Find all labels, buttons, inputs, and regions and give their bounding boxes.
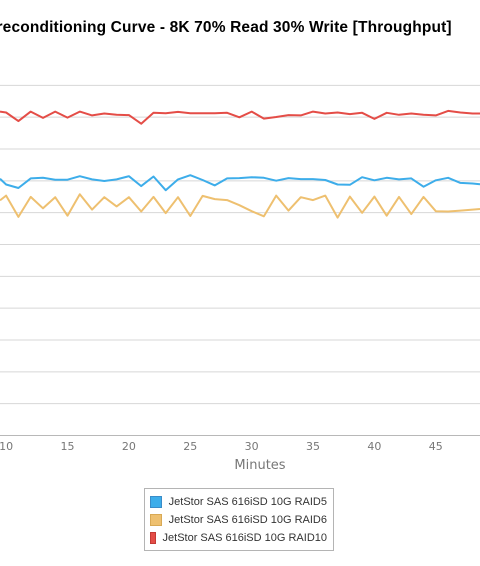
legend-item-raid6[interactable]: JetStor SAS 616iSD 10G RAID6 <box>150 511 327 529</box>
grid-lines <box>0 84 480 436</box>
series-lines <box>0 109 480 219</box>
x-tick-label: 40 <box>367 440 381 453</box>
chart-title: Preconditioning Curve - 8K 70% Read 30% … <box>0 19 452 36</box>
legend-swatch-raid10 <box>150 532 156 544</box>
legend-label-raid6: JetStor SAS 616iSD 10G RAID6 <box>168 514 327 526</box>
x-tick-label: 25 <box>183 440 197 453</box>
legend-item-raid5[interactable]: JetStor SAS 616iSD 10G RAID5 <box>150 493 327 511</box>
series-line-raid10 <box>0 109 480 125</box>
x-tick-label: 35 <box>306 440 320 453</box>
series-line-raid6 <box>0 193 480 219</box>
legend: JetStor SAS 616iSD 10G RAID5 JetStor SAS… <box>144 488 334 551</box>
legend-swatch-raid6 <box>150 514 162 526</box>
x-tick-labels: 10 15 20 25 30 35 40 45 <box>0 440 443 453</box>
x-tick-label: 10 <box>0 440 13 453</box>
x-tick-label: 15 <box>61 440 75 453</box>
legend-item-raid10[interactable]: JetStor SAS 616iSD 10G RAID10 <box>150 529 327 547</box>
x-tick-label: 45 <box>429 440 443 453</box>
x-tick-label: 30 <box>245 440 259 453</box>
legend-label-raid5: JetStor SAS 616iSD 10G RAID5 <box>168 496 327 508</box>
legend-swatch-raid5 <box>150 496 162 508</box>
series-line-raid5 <box>0 174 480 192</box>
legend-label-raid10: JetStor SAS 616iSD 10G RAID10 <box>162 532 327 544</box>
x-axis-label: Minutes <box>234 458 286 473</box>
x-tick-label: 20 <box>122 440 136 453</box>
